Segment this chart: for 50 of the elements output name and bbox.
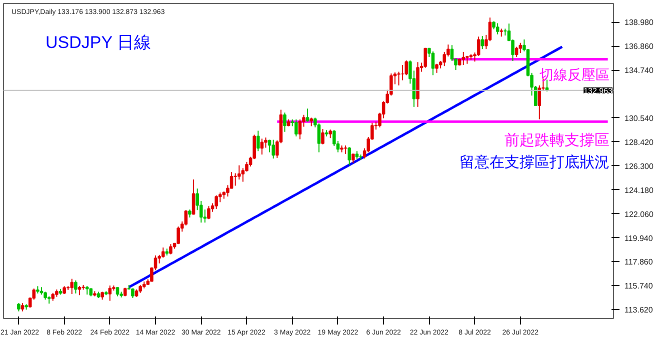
candlestick	[260, 138, 264, 156]
candlestick	[480, 36, 484, 50]
y-tick-label: 126.300	[624, 162, 654, 171]
candlestick	[514, 46, 518, 58]
candlestick	[431, 50, 435, 76]
y-tick-label: 122.060	[624, 210, 654, 219]
candlestick	[450, 44, 454, 62]
candlestick	[496, 22, 500, 35]
candlestick	[184, 210, 188, 226]
candlestick	[256, 130, 260, 152]
candlestick	[108, 285, 112, 302]
candlestick	[268, 139, 272, 153]
candlestick	[116, 286, 120, 297]
candlestick	[352, 153, 355, 164]
candlestick	[306, 108, 310, 122]
y-tick-label: 136.860	[624, 42, 654, 52]
annotation: 切線反壓區	[540, 66, 610, 82]
candlestick	[317, 122, 321, 153]
candlestick	[192, 178, 196, 216]
y-tick-label: 124.180	[624, 186, 654, 195]
candlestick	[462, 51, 466, 66]
candlestick	[518, 42, 522, 54]
candlestick	[78, 286, 82, 296]
candlestick	[74, 280, 78, 294]
y-tick-label: 119.940	[624, 234, 654, 243]
y-tick-label: 113.620	[624, 306, 654, 315]
candlestick	[207, 206, 210, 220]
candlestick	[230, 172, 234, 190]
annotation: 留意在支撐區打底狀況	[460, 154, 610, 171]
ref-line-label: 132.963	[584, 86, 614, 96]
y-tick-label: 138.980	[624, 18, 654, 28]
y-tick-label: 115.740	[624, 282, 654, 291]
annotation: 前起跌轉支撐區	[504, 132, 610, 149]
candlestick	[272, 139, 275, 160]
candlestick	[214, 194, 218, 210]
candlestick	[169, 244, 172, 255]
text: USDJPY 日線	[46, 33, 151, 52]
candlestick	[424, 47, 428, 68]
candlestick	[321, 128, 324, 145]
y-tick-label: 130.540	[624, 114, 654, 123]
candlestick	[234, 172, 237, 186]
candlestick	[283, 112, 286, 132]
candlestick	[294, 118, 298, 137]
y-tick-label: 117.860	[624, 258, 654, 267]
y-tick-label: 134.740	[624, 66, 654, 76]
candlestick	[397, 71, 400, 86]
candlestick	[348, 146, 351, 166]
y-tick-label: 128.420	[624, 138, 654, 147]
candlestick	[70, 278, 74, 295]
candlestick	[298, 118, 302, 140]
